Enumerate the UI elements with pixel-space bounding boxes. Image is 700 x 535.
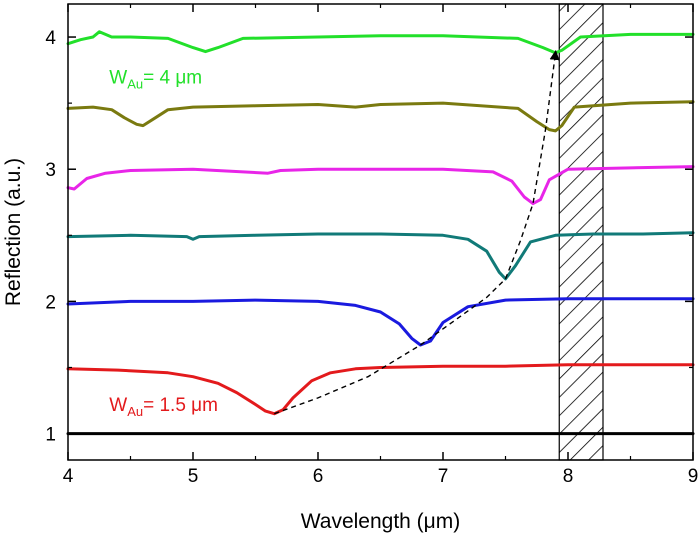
x-tick-label: 6 xyxy=(313,466,324,487)
x-tick-label: 7 xyxy=(438,466,449,487)
hatched-band-layer xyxy=(558,3,604,461)
series-line-2 xyxy=(66,363,695,416)
x-tick-label: 9 xyxy=(688,466,699,487)
hatched-band xyxy=(558,3,604,461)
annotation-wau15-symbol: W xyxy=(109,395,127,416)
x-tick-label: 5 xyxy=(188,466,199,487)
annotation-wau15: WAu= 1.5 μm xyxy=(109,395,218,419)
annotation-wau4-subscript: Au xyxy=(127,76,143,91)
annotation-wau15-value: = 1.5 μm xyxy=(143,395,218,416)
axis-layer: 4 5 6 7 8 9 1 2 3 4 xyxy=(45,4,698,487)
annotation-wau4: WAu= 4 μm xyxy=(109,67,202,91)
y-tick-label: 3 xyxy=(45,160,56,181)
annotation-wau15-subscript: Au xyxy=(127,404,143,419)
y-tick-label: 2 xyxy=(45,292,56,313)
y-axis-title: Reflection (a.u.) xyxy=(2,158,25,306)
dip-trend-line xyxy=(274,49,560,415)
y-tick-label: 1 xyxy=(45,425,56,446)
x-tick-label: 4 xyxy=(63,466,74,487)
series-line-3 xyxy=(66,297,695,347)
series-layer xyxy=(66,30,695,436)
x-tick-label: 8 xyxy=(563,466,574,487)
series-line-6 xyxy=(66,100,695,133)
x-axis-title: Wavelength (μm) xyxy=(301,510,461,533)
series-line-7 xyxy=(66,30,695,55)
y-tick-label: 4 xyxy=(45,28,56,49)
series-line-5 xyxy=(66,165,695,206)
annotation-wau4-symbol: W xyxy=(109,67,127,88)
series-line-4 xyxy=(66,231,695,281)
annotation-wau4-value: = 4 μm xyxy=(143,67,202,88)
trend-layer xyxy=(274,49,560,415)
